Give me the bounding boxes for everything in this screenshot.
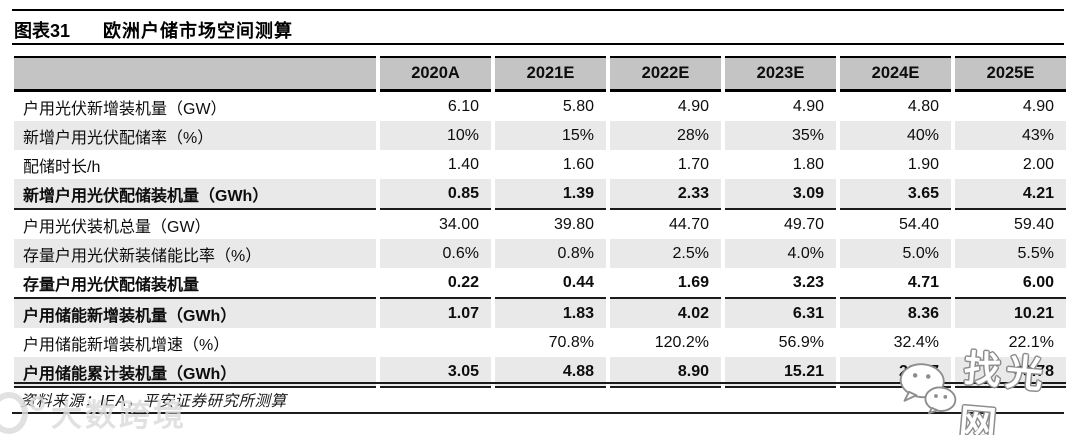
bottom-rule [12, 412, 1064, 414]
cell-value: 1.90 [836, 150, 953, 179]
cell-value: 2.5% [606, 239, 723, 268]
cell-value: 0.85 [376, 179, 493, 210]
column-header: 2020A [376, 56, 493, 92]
cell-value: 5.80 [491, 90, 608, 121]
cell-value: 49.70 [721, 209, 838, 239]
cell-value: 32.4% [836, 328, 953, 357]
cell-value: 0.22 [376, 268, 493, 299]
top-rule [12, 9, 1064, 11]
cell-value: 1.60 [491, 150, 608, 179]
cell-value: 22.1% [951, 328, 1066, 357]
figure-title: 图表31 欧洲户储市场空间测算 [14, 17, 293, 43]
column-header: 2025E [951, 56, 1066, 92]
cell-value: 1.70 [606, 150, 723, 179]
row-label: 存量户用光伏新装储能比率（%） [14, 239, 378, 268]
table-row: 存量户用光伏配储装机量 0.22 0.44 1.69 3.23 4.71 6.00 [14, 268, 1066, 299]
row-label: 户用光伏新增装机量（GW） [23, 100, 227, 118]
row-label: 户用储能新增装机量（GWh） [14, 298, 378, 328]
table-bottom-double-rule [14, 382, 1066, 384]
cell-value: 0.8% [491, 239, 608, 268]
table-row: 户用光伏新增装机量（GW） 6.10 5.80 4.90 4.90 4.80 4.90 [14, 90, 1066, 121]
source-note: 资料来源：IEA，平安证券研究所测算 [20, 393, 287, 410]
cell-value: 10% [376, 121, 493, 150]
cell-value: 43% [951, 121, 1066, 150]
cell-value: 5.0% [836, 239, 953, 268]
cell-value: 3.23 [721, 268, 838, 299]
cell-value: 1.83 [491, 298, 608, 328]
cell-value: 4.90 [721, 90, 838, 121]
market-forecast-table: 2020A 2021E 2022E 2023E 2024E 2025E 户用光伏新增装机量… [14, 56, 1066, 388]
cell-value: 39.80 [491, 209, 608, 239]
cell-value: 54.40 [836, 209, 953, 239]
cell-value: 3.65 [836, 179, 953, 210]
cell-value: 28% [606, 121, 723, 150]
column-header: 2023E [721, 56, 838, 92]
table-row: 户用储能新增装机量（GWh） 1.07 1.83 4.02 6.31 8.36 10.21 [14, 298, 1066, 328]
cell-value: 44.70 [606, 209, 723, 239]
cell-value: 1.69 [606, 268, 723, 299]
cell-value: 4.90 [606, 90, 723, 121]
cell-value: 40% [836, 121, 953, 150]
row-label: 户用储能新增装机增速（%） [23, 336, 230, 354]
table-row: 配储时长/h 1.40 1.60 1.70 1.80 1.90 2.00 [14, 150, 1066, 179]
table-row: 户用储能新增装机增速（%） 70.8% 120.2% 56.9% 32.4% 22.1% [14, 328, 1066, 357]
table-body: 户用光伏新增装机量（GW） 6.10 5.80 4.90 4.90 4.80 4.90 新增户… [14, 90, 1066, 388]
cell-value: 8.36 [836, 298, 953, 328]
cell-value: 6.31 [721, 298, 838, 328]
cell-value: 4.21 [951, 179, 1066, 210]
figure-label: 图表31 [14, 21, 71, 41]
cell-value: 1.80 [721, 150, 838, 179]
column-header: 2022E [606, 56, 723, 92]
cell-value: 1.07 [376, 298, 493, 328]
cell-value: 1.39 [491, 179, 608, 210]
row-label-header [14, 56, 378, 92]
cell-value: 4.80 [836, 90, 953, 121]
row-label: 户用光伏装机总量（GW） [23, 218, 211, 236]
cell-value: 6.10 [376, 90, 493, 121]
table-header-row: 2020A 2021E 2022E 2023E 2024E 2025E [14, 56, 1066, 92]
table-row: 新增户用光伏配储率（%） 10% 15% 28% 35% 40% 43% [14, 121, 1066, 150]
cell-value: 0.6% [376, 239, 493, 268]
cell-value [376, 328, 493, 357]
cell-value: 1.40 [376, 150, 493, 179]
cell-value: 59.40 [951, 209, 1066, 239]
cell-value: 70.8% [491, 328, 608, 357]
column-header: 2024E [836, 56, 953, 92]
column-header: 2021E [491, 56, 608, 92]
cell-value: 10.21 [951, 298, 1066, 328]
title-underline-rule [12, 43, 1064, 45]
cell-value: 35% [721, 121, 838, 150]
cell-value: 4.90 [951, 90, 1066, 121]
cell-value: 3.09 [721, 179, 838, 210]
cell-value: 5.5% [951, 239, 1066, 268]
table-row: 户用光伏装机总量（GW） 34.00 39.80 44.70 49.70 54.40 59.… [14, 209, 1066, 239]
cell-value: 15% [491, 121, 608, 150]
cell-value: 6.00 [951, 268, 1066, 299]
table-row: 新增户用光伏配储装机量（GWh） 0.85 1.39 2.33 3.09 3.65 4.21 [14, 179, 1066, 210]
cell-value: 0.44 [491, 268, 608, 299]
row-label: 存量户用光伏配储装机量 [14, 268, 378, 299]
row-label: 配储时长/h [23, 158, 101, 176]
table-row: 存量户用光伏新装储能比率（%） 0.6% 0.8% 2.5% 4.0% 5.0% 5.5% [14, 239, 1066, 268]
row-label: 新增户用光伏配储装机量（GWh） [14, 179, 378, 210]
cell-value: 34.00 [376, 209, 493, 239]
cell-value: 2.00 [951, 150, 1066, 179]
row-label: 新增户用光伏配储率（%） [14, 121, 378, 150]
cell-value: 2.33 [606, 179, 723, 210]
cell-value: 4.71 [836, 268, 953, 299]
figure-title-text: 欧洲户储市场空间测算 [103, 21, 294, 41]
cell-value: 56.9% [721, 328, 838, 357]
cell-value: 4.02 [606, 298, 723, 328]
cell-value: 120.2% [606, 328, 723, 357]
cell-value: 4.0% [721, 239, 838, 268]
